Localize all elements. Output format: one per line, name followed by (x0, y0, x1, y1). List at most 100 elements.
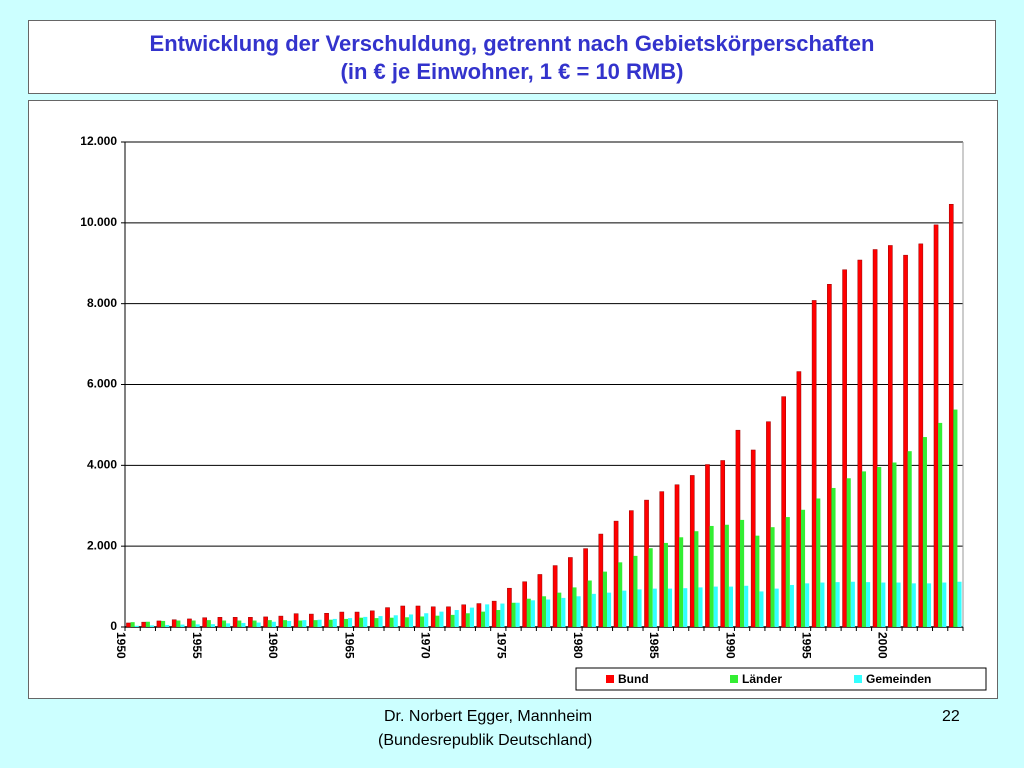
bar (557, 592, 562, 627)
bar (385, 607, 390, 628)
bar (850, 581, 855, 627)
bar (526, 598, 531, 627)
bar (705, 464, 710, 628)
bar (938, 422, 943, 627)
bar (720, 460, 726, 628)
bar (679, 537, 684, 627)
bar (515, 602, 520, 627)
bar (263, 616, 268, 628)
bar (892, 462, 897, 627)
bar (755, 535, 760, 627)
bar (165, 624, 170, 627)
bar (476, 603, 482, 628)
bar (831, 487, 836, 627)
bar (618, 562, 623, 627)
bar (210, 624, 215, 627)
bar (709, 525, 714, 627)
bar (785, 517, 790, 627)
bar (363, 616, 368, 627)
bar (866, 582, 871, 627)
bar (180, 624, 185, 627)
bar (689, 475, 695, 628)
bar (770, 527, 775, 627)
bar (496, 610, 501, 627)
bar (907, 451, 912, 627)
bar (500, 603, 505, 627)
bar (252, 620, 257, 627)
bar (846, 478, 851, 627)
bar (465, 613, 470, 627)
bar (926, 583, 932, 627)
bar (328, 619, 333, 627)
bar (202, 617, 207, 628)
bar (816, 498, 821, 627)
bar (282, 620, 288, 627)
bar (781, 396, 786, 628)
bar (903, 254, 908, 628)
legend-label: Länder (742, 672, 782, 686)
bar (278, 615, 284, 628)
bar (918, 243, 924, 628)
bar (156, 620, 162, 628)
bar (957, 581, 962, 627)
bar (374, 618, 379, 627)
bar (659, 491, 665, 628)
bar (415, 605, 421, 628)
x-tick-label: 1965 (342, 632, 356, 659)
bar (652, 588, 657, 627)
bar (221, 620, 227, 627)
bar (607, 592, 612, 627)
legend-swatch (606, 675, 614, 683)
bar (226, 623, 231, 627)
bar (369, 610, 375, 628)
bar (359, 617, 364, 627)
bar (827, 284, 832, 628)
bar (948, 203, 954, 628)
bar (613, 520, 619, 628)
bar (694, 531, 699, 627)
bar (145, 621, 150, 627)
bar (842, 269, 847, 628)
bar (911, 583, 916, 627)
bar (800, 509, 806, 627)
bar (796, 371, 802, 628)
y-tick-label: 2.000 (87, 538, 117, 552)
bar (302, 620, 307, 627)
bar (759, 591, 764, 627)
bar (206, 620, 211, 627)
bar (267, 620, 272, 627)
bar (735, 429, 741, 628)
bar (404, 617, 409, 627)
bar (491, 600, 497, 628)
bar (922, 437, 927, 627)
x-tick-label: 1975 (495, 632, 509, 659)
bar (728, 586, 734, 627)
bar (149, 625, 155, 627)
bar (389, 617, 394, 627)
bar (713, 586, 718, 627)
bar (347, 618, 353, 627)
bar (933, 224, 939, 628)
y-tick-label: 10.000 (80, 215, 117, 229)
bar (583, 548, 588, 628)
chart-subtitle: (in € je Einwohner, 1 € = 10 RMB) (340, 59, 684, 84)
bar (511, 602, 516, 627)
bar (435, 615, 440, 627)
bar (141, 621, 147, 628)
bar (420, 616, 425, 627)
bar (271, 621, 276, 627)
bar (789, 584, 794, 627)
bar (750, 449, 756, 628)
x-tick-label: 1985 (647, 632, 661, 659)
x-tick-label: 2000 (876, 632, 890, 659)
bar (454, 610, 459, 627)
bar (896, 582, 901, 627)
bar (942, 582, 947, 627)
y-tick-label: 6.000 (87, 377, 117, 391)
bar (811, 300, 817, 628)
x-tick-label: 1955 (190, 632, 204, 659)
bar (393, 615, 398, 627)
bar (667, 588, 673, 627)
bar (861, 471, 867, 627)
